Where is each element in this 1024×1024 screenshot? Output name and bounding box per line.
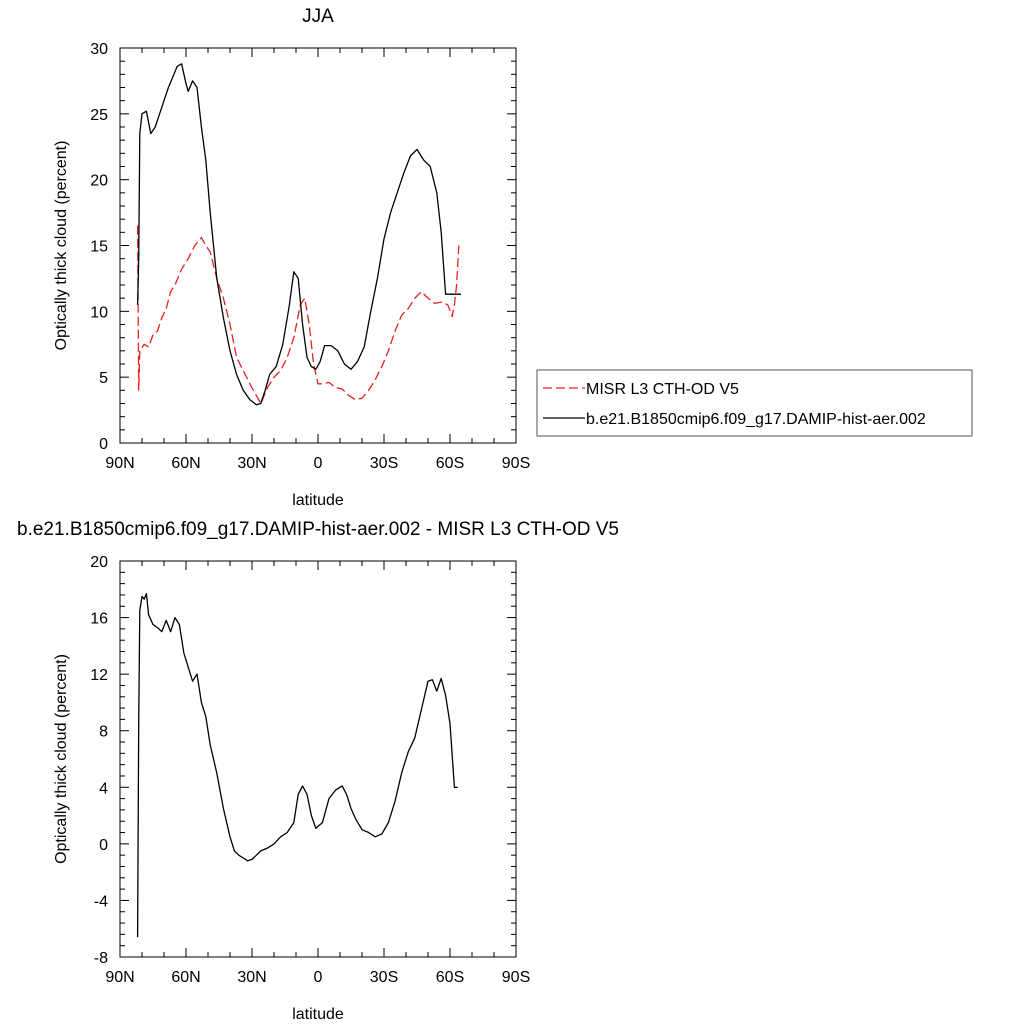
- x-tick-label: 30N: [237, 969, 266, 986]
- y-tick-label: 10: [90, 304, 108, 321]
- y-tick-label: 15: [90, 239, 108, 256]
- y-tick-label: 25: [90, 107, 108, 124]
- y-tick-label: 0: [99, 436, 108, 453]
- y-tick-label: -4: [94, 893, 108, 910]
- legend-box: [536, 369, 973, 437]
- x-tick-label: 60N: [171, 455, 200, 472]
- series-line-1: [136, 63, 461, 406]
- x-tick-label: 0: [314, 969, 323, 986]
- y-tick-label: 20: [90, 173, 108, 190]
- x-tick-label: 30S: [370, 969, 398, 986]
- top-chart: JJA 90N 60N 30N 0 30S 60S 90S 0 5 10 15 20 25 30 latitu…: [53, 6, 530, 509]
- legend-entry: b.e21.B1850cmip6.f09_g17.DAMIP-hist-aer.…: [586, 411, 926, 428]
- difference-chart: b.e21.B1850cmip6.f09_g17.DAMIP-hist-aer.…: [17, 519, 619, 1023]
- x-tick-label: 30S: [370, 455, 398, 472]
- y-tick-label: -8: [94, 950, 108, 967]
- x-tick-label: 90S: [502, 969, 530, 986]
- y-tick-label: 16: [90, 611, 108, 628]
- y-axis-label: Optically thick cloud (percent): [53, 141, 70, 351]
- x-tick-label: 60S: [436, 969, 464, 986]
- legend-entry: MISR L3 CTH-OD V5: [586, 381, 739, 398]
- x-tick-label: 90N: [105, 969, 134, 986]
- legend: MISR L3 CTH-OD V5 b.e21.B1850cmip6.f09_g1…: [536, 369, 973, 437]
- y-tick-label: 12: [90, 667, 108, 684]
- y-tick-label: 0: [99, 837, 108, 854]
- y-tick-label: 5: [99, 370, 108, 387]
- series-line-0: [136, 592, 458, 938]
- series-line-0: [136, 225, 460, 405]
- chart-title: b.e21.B1850cmip6.f09_g17.DAMIP-hist-aer.…: [17, 519, 619, 540]
- y-axis-label: Optically thick cloud (percent): [53, 654, 70, 864]
- x-tick-label: 30N: [237, 455, 266, 472]
- plot-frame: [119, 560, 517, 958]
- x-axis-label: latitude: [292, 1006, 344, 1023]
- chart-title: JJA: [302, 6, 334, 27]
- x-tick-label: 90N: [105, 455, 134, 472]
- x-tick-label: 60N: [171, 969, 200, 986]
- y-tick-label: 20: [90, 554, 108, 571]
- y-tick-label: 4: [99, 780, 108, 797]
- x-tick-label: 90S: [502, 455, 530, 472]
- x-tick-label: 60S: [436, 455, 464, 472]
- y-tick-label: 8: [99, 724, 108, 741]
- x-axis-label: latitude: [292, 492, 344, 509]
- y-tick-label: 30: [90, 41, 108, 58]
- x-tick-label: 0: [314, 455, 323, 472]
